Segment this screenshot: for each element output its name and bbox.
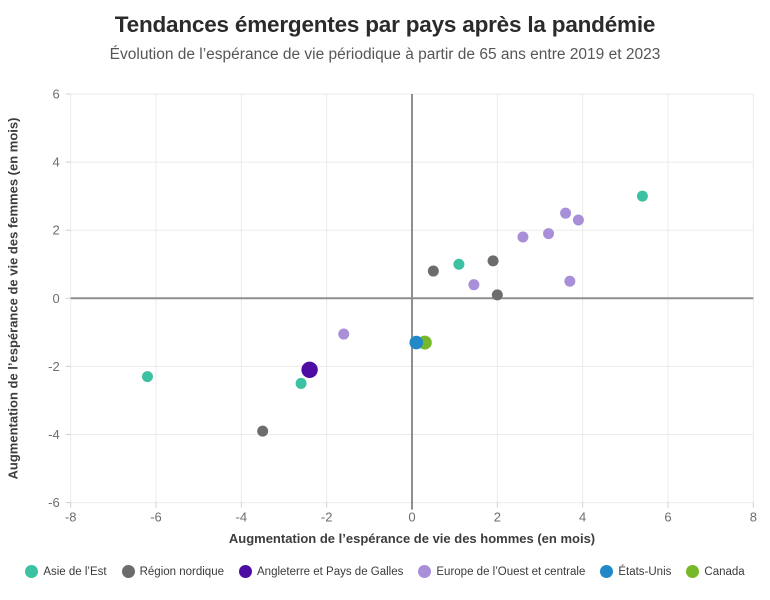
x-tick-label--2: -2 [321, 510, 333, 525]
legend-dot-icon [418, 565, 432, 578]
data-point-3-2[interactable] [543, 228, 555, 240]
legend-item-1[interactable]: Région nordique [121, 565, 224, 578]
y-tick-label-2: 2 [52, 223, 59, 238]
legend-item-5[interactable]: Canada [686, 565, 745, 578]
data-point-1-1[interactable] [487, 255, 499, 267]
chart-legend: Asie de l’Est Région nordique Angleterre e… [0, 565, 770, 578]
data-point-1-2[interactable] [491, 289, 503, 301]
legend-label: États-Unis [618, 565, 672, 578]
legend-dot-icon [239, 565, 252, 578]
x-tick-label--4: -4 [236, 510, 248, 525]
data-point-3-3[interactable] [517, 231, 529, 243]
x-tick-label-2: 2 [494, 510, 501, 525]
legend-label: Canada [704, 565, 745, 578]
x-tick-label--6: -6 [150, 510, 162, 525]
data-point-1-3[interactable] [257, 425, 269, 437]
data-point-3-4[interactable] [564, 275, 576, 287]
legend-item-3[interactable]: Europe de l’Ouest et centrale [418, 565, 585, 578]
chart-subtitle: Évolution de l’espérance de vie périodiq… [109, 46, 661, 63]
y-tick-label--6: -6 [48, 495, 60, 510]
data-point-4-0[interactable] [409, 335, 424, 350]
y-tick-label--4: -4 [48, 427, 60, 442]
legend-dot-icon [121, 565, 135, 578]
data-point-1-0[interactable] [427, 265, 439, 277]
scatter-plot-area: -8 -6 -4 -2 0 2 4 6 8 -6 -4 -2 0 2 4 6 [48, 87, 757, 525]
data-point-3-6[interactable] [338, 328, 350, 340]
data-point-0-0[interactable] [636, 190, 648, 202]
x-tick-label-8: 8 [750, 510, 757, 525]
data-point-0-1[interactable] [453, 258, 465, 270]
legend-label: Région nordique [139, 565, 224, 578]
x-tick-label-0: 0 [408, 510, 415, 525]
legend-item-4[interactable]: États-Unis [600, 565, 671, 578]
y-tick-label-6: 6 [52, 87, 59, 102]
data-point-0-2[interactable] [295, 377, 307, 389]
legend-label: Asie de l’Est [43, 565, 107, 578]
data-point-3-1[interactable] [572, 214, 584, 226]
legend-dot-icon [600, 565, 614, 578]
x-tick-label-4: 4 [579, 510, 586, 525]
y-tick-label-4: 4 [52, 155, 59, 170]
x-axis-title: Augmentation de l’espérance de vie des h… [228, 531, 596, 546]
legend-dot-icon [25, 565, 39, 578]
y-tick-label--2: -2 [48, 359, 60, 374]
chart-title: Tendances émergentes par pays après la p… [114, 12, 656, 37]
y-tick-label-0: 0 [52, 291, 59, 306]
data-point-3-0[interactable] [560, 207, 572, 219]
legend-item-0[interactable]: Asie de l’Est [25, 565, 107, 578]
legend-dot-icon [686, 565, 700, 578]
data-point-3-5[interactable] [468, 279, 480, 291]
data-point-0-3[interactable] [141, 371, 153, 383]
data-point-2-0[interactable] [301, 361, 318, 379]
legend-label: Angleterre et Pays de Galles [257, 565, 404, 578]
legend-item-2[interactable]: Angleterre et Pays de Galles [239, 565, 403, 578]
x-tick-label-6: 6 [664, 510, 671, 525]
x-tick-label--8: -8 [65, 510, 77, 525]
legend-label: Europe de l’Ouest et centrale [436, 565, 586, 578]
